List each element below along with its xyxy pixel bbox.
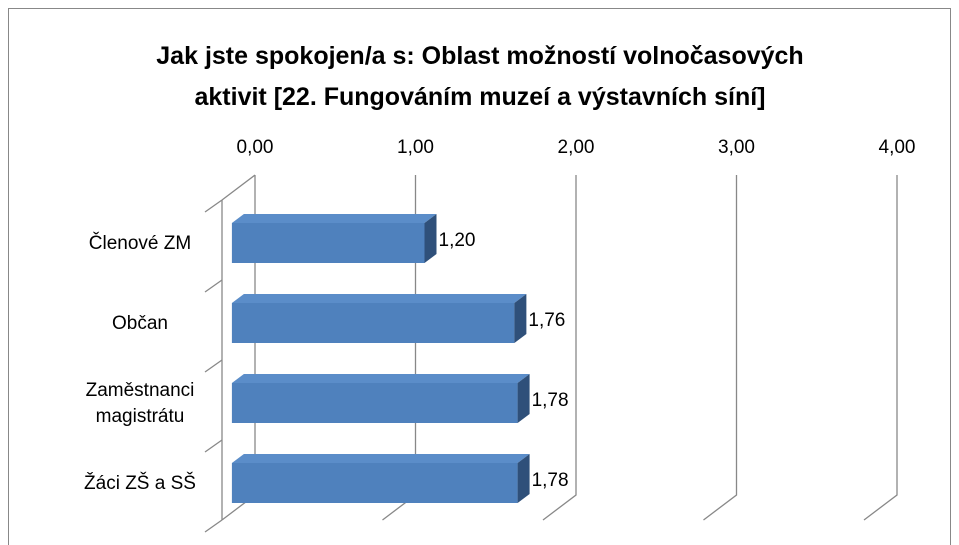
category-tick bbox=[204, 519, 223, 533]
grid-line bbox=[542, 175, 577, 521]
bar-top bbox=[231, 374, 530, 383]
category-label: Občan bbox=[112, 313, 168, 334]
category-tick bbox=[204, 439, 223, 453]
bar-top bbox=[231, 214, 437, 223]
value-label: 1,76 bbox=[528, 310, 565, 331]
category-tick bbox=[204, 199, 223, 213]
bar-side bbox=[517, 374, 530, 423]
bar bbox=[231, 214, 437, 263]
category-tick bbox=[204, 279, 223, 293]
bar-side bbox=[424, 214, 437, 263]
category-label: Zaměstnanci magistrátu bbox=[85, 380, 195, 427]
bar-front bbox=[231, 383, 518, 423]
bar-side bbox=[514, 294, 527, 343]
grid-line bbox=[863, 175, 898, 521]
category-label: Členové ZM bbox=[88, 233, 192, 254]
category-label: Žáci ZŠ a SŠ bbox=[84, 473, 196, 494]
x-tick-label: 4,00 bbox=[879, 137, 916, 158]
value-label: 1,20 bbox=[439, 230, 476, 251]
category-tick bbox=[204, 359, 223, 373]
bar-front bbox=[231, 223, 425, 263]
value-label: 1,78 bbox=[532, 470, 569, 491]
value-label: 1,78 bbox=[532, 390, 569, 411]
bar bbox=[231, 294, 527, 343]
chart-title: Jak jste spokojen/a s: Oblast možností v… bbox=[156, 42, 803, 111]
chart-frame bbox=[8, 8, 951, 545]
bar bbox=[231, 374, 530, 423]
x-tick-label: 1,00 bbox=[397, 137, 434, 158]
bar-side bbox=[517, 454, 530, 503]
axis-line bbox=[221, 174, 256, 201]
bar bbox=[231, 454, 530, 503]
x-tick-label: 2,00 bbox=[558, 137, 595, 158]
grid-line bbox=[703, 175, 738, 521]
bar-top bbox=[231, 294, 527, 303]
x-tick-label: 3,00 bbox=[718, 137, 755, 158]
x-tick-label: 0,00 bbox=[237, 137, 274, 158]
bar-front bbox=[231, 303, 515, 343]
bar-top bbox=[231, 454, 530, 463]
bar-front bbox=[231, 463, 518, 503]
